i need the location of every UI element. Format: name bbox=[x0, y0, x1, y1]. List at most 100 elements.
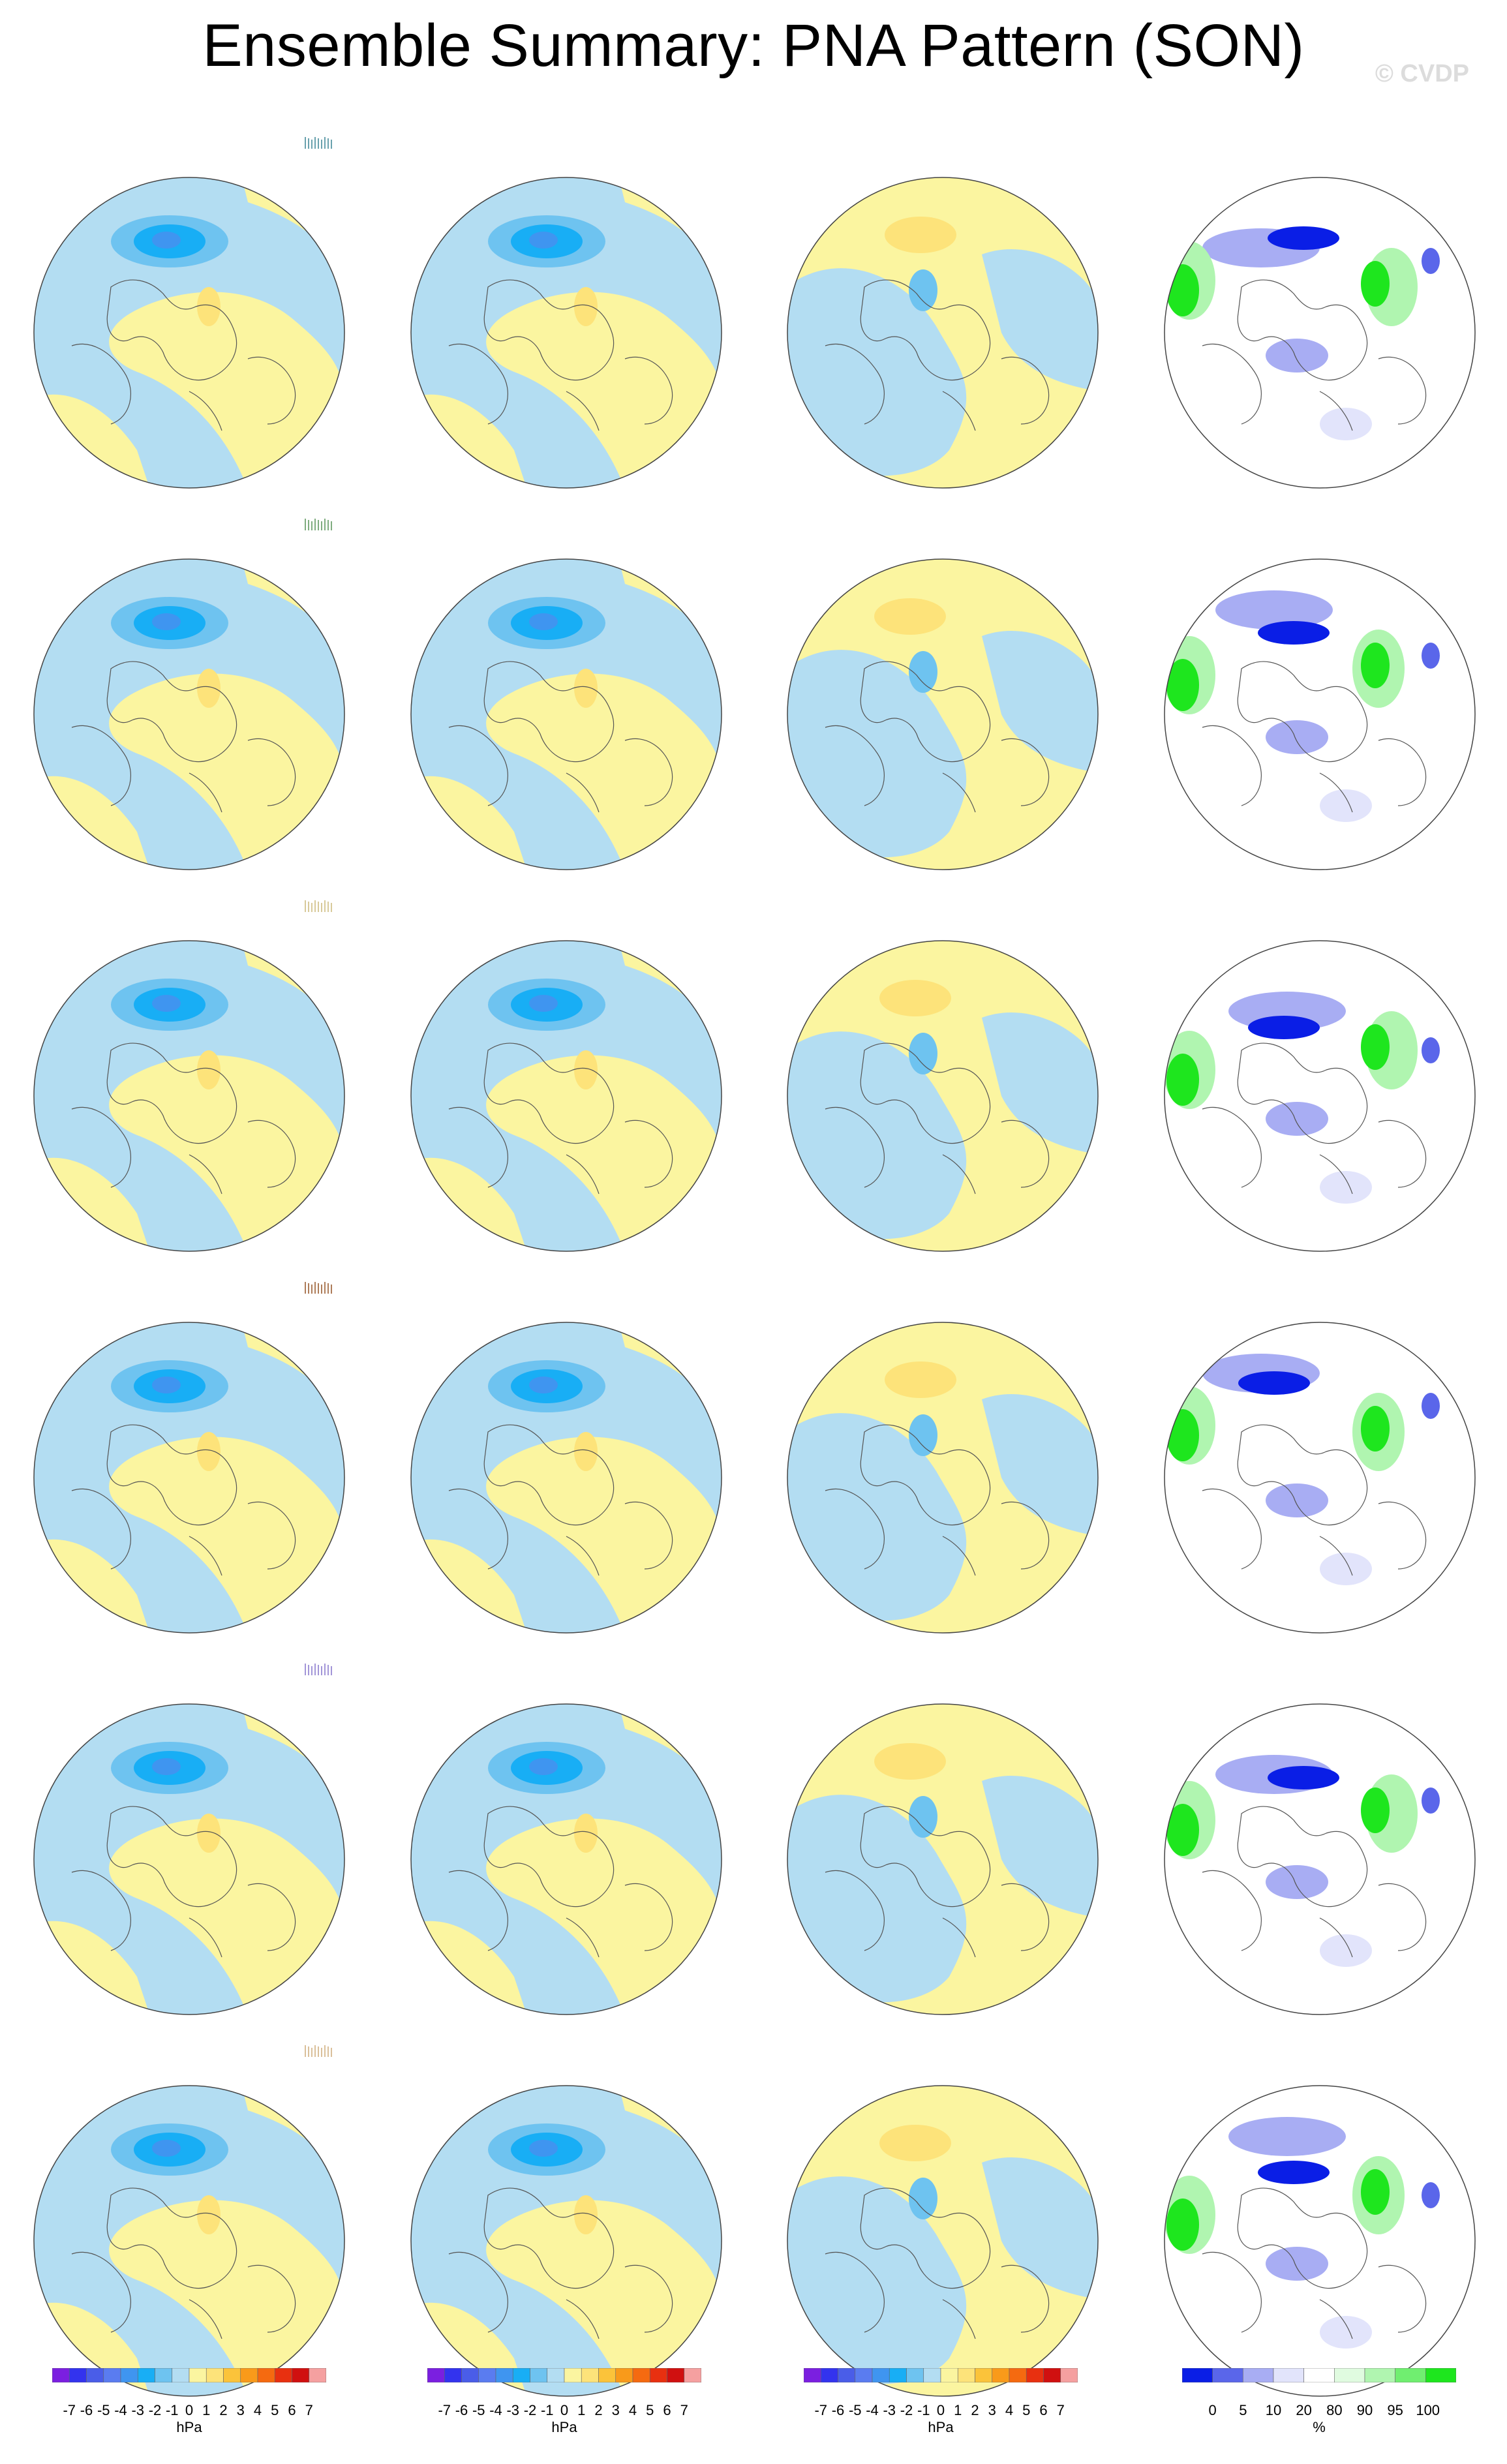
colorbar-swatch bbox=[68, 2368, 87, 2382]
colorbar-swatch bbox=[512, 2368, 530, 2382]
colorbar-swatch bbox=[172, 2368, 190, 2382]
colorbar-swatch bbox=[957, 2368, 975, 2382]
colorbar-swatch bbox=[906, 2368, 924, 2382]
colorbar-swatch bbox=[155, 2368, 173, 2382]
watermark: © CVDP bbox=[1375, 60, 1469, 87]
colorbar-tick-label: -4 bbox=[489, 2402, 502, 2418]
colorbar-tick-label: -5 bbox=[848, 2402, 862, 2418]
colorbar-swatch bbox=[804, 2368, 821, 2382]
obs-polar-map bbox=[410, 1703, 722, 2015]
colorbar-tick-label: 7 bbox=[305, 2402, 313, 2418]
colorbar-tick-label: -7 bbox=[438, 2402, 451, 2418]
colorbar-tick-label: -1 bbox=[540, 2402, 554, 2418]
colorbar-tick-label: 4 bbox=[628, 2402, 637, 2418]
colorbar-tick-label: -6 bbox=[455, 2402, 468, 2418]
colorbar-swatch bbox=[820, 2368, 838, 2382]
colorbar-swatch bbox=[530, 2368, 548, 2382]
panel-obs-row-3 bbox=[377, 887, 754, 1269]
colorbar-tick-label: 3 bbox=[988, 2402, 996, 2418]
colorbar_hpa-colorbar bbox=[427, 2368, 701, 2382]
colorbar-tick-label: -6 bbox=[80, 2402, 93, 2418]
colorbar-tick-label: -4 bbox=[866, 2402, 879, 2418]
colorbar-tick-label: 2 bbox=[219, 2402, 228, 2418]
colorbar-tick-label: 2 bbox=[971, 2402, 979, 2418]
colorbar-tick-label: -1 bbox=[165, 2402, 179, 2418]
colorbar-swatch bbox=[992, 2368, 1010, 2382]
model-polar-map bbox=[33, 177, 345, 489]
colorbar-tick-label: 5 bbox=[271, 2402, 279, 2418]
colorbar-swatch bbox=[1303, 2368, 1335, 2382]
colorbar-swatch bbox=[495, 2368, 513, 2382]
panel-obs-row-6 bbox=[377, 2032, 754, 2414]
colorbar-swatch bbox=[547, 2368, 565, 2382]
colorbar-tick-label: -5 bbox=[472, 2402, 485, 2418]
colorbar-tick-label: -6 bbox=[831, 2402, 845, 2418]
colorbar-tick-label: 80 bbox=[1326, 2402, 1343, 2418]
panel-rank-row-6 bbox=[1131, 2032, 1507, 2414]
panel-diff-row-1 bbox=[754, 124, 1130, 506]
colorbar-swatch bbox=[1060, 2368, 1078, 2382]
panel-model-row-6 bbox=[0, 2032, 376, 2414]
colorbar-swatch bbox=[940, 2368, 958, 2382]
colorbar-tick-label: 1 bbox=[202, 2402, 211, 2418]
colorbar-tick-label: -7 bbox=[63, 2402, 76, 2418]
colorbar-unit: hPa bbox=[551, 2419, 577, 2435]
colorbar-tick-label: 90 bbox=[1356, 2402, 1373, 2418]
colorbar-swatch bbox=[206, 2368, 224, 2382]
page-title: Ensemble Summary: PNA Pattern (SON) bbox=[202, 12, 1305, 79]
colorbar-swatch bbox=[975, 2368, 993, 2382]
diff-polar-map bbox=[787, 1703, 1099, 2015]
colorbar-swatch bbox=[309, 2368, 326, 2382]
colorbar-swatch bbox=[649, 2368, 667, 2382]
colorbar-swatch bbox=[274, 2368, 292, 2382]
colorbar-swatch bbox=[1026, 2368, 1044, 2382]
colorbar-swatch bbox=[615, 2368, 633, 2382]
colorbar-tick-label: 6 bbox=[1039, 2402, 1048, 2418]
model-polar-map bbox=[33, 940, 345, 1252]
colorbar-tick-label: -4 bbox=[114, 2402, 127, 2418]
diff-polar-map bbox=[787, 2085, 1099, 2397]
colorbar-tick-label: -3 bbox=[506, 2402, 520, 2418]
colorbar-tick-label: 2 bbox=[594, 2402, 603, 2418]
colorbar-tick-label: 4 bbox=[253, 2402, 262, 2418]
colorbar-swatch bbox=[923, 2368, 941, 2382]
rank-polar-map bbox=[1164, 177, 1476, 489]
colorbar-swatch bbox=[189, 2368, 207, 2382]
colorbar-tick-label: 1 bbox=[577, 2402, 586, 2418]
model-polar-map bbox=[33, 1322, 345, 1634]
colorbar-swatch bbox=[461, 2368, 480, 2382]
colorbar-tick-label: 5 bbox=[646, 2402, 654, 2418]
colorbar-tick-label: 4 bbox=[1005, 2402, 1014, 2418]
colorbar-swatch bbox=[86, 2368, 104, 2382]
colorbar-swatch bbox=[444, 2368, 462, 2382]
colorbar-swatch bbox=[52, 2368, 70, 2382]
colorbar-tick-label: -3 bbox=[883, 2402, 896, 2418]
colorbar-swatch bbox=[855, 2368, 873, 2382]
colorbar-swatch bbox=[564, 2368, 582, 2382]
colorbar-tick-label: -2 bbox=[523, 2402, 537, 2418]
panel-rank-row-1 bbox=[1131, 124, 1507, 506]
colorbar-tick-label: 0 bbox=[560, 2402, 569, 2418]
panel-model-row-5 bbox=[0, 1650, 376, 2032]
colorbar-swatch bbox=[838, 2368, 856, 2382]
panel-model-row-2 bbox=[0, 506, 376, 887]
colorbar-tick-label: -7 bbox=[814, 2402, 828, 2418]
colorbar-tick-label: -5 bbox=[97, 2402, 110, 2418]
panel-model-row-1 bbox=[0, 124, 376, 506]
colorbar-swatch bbox=[684, 2368, 701, 2382]
colorbar-tick-label: 0 bbox=[1208, 2402, 1217, 2418]
panel-diff-row-3 bbox=[754, 887, 1130, 1269]
colorbar-tick-label: -1 bbox=[917, 2402, 930, 2418]
colorbar-swatch bbox=[581, 2368, 599, 2382]
colorbar-swatch bbox=[1182, 2368, 1213, 2382]
panel-model-row-4 bbox=[0, 1269, 376, 1650]
colorbar-unit: % bbox=[1313, 2419, 1326, 2435]
colorbar-tick-label: 100 bbox=[1416, 2402, 1440, 2418]
diff-polar-map bbox=[787, 177, 1099, 489]
colorbar-swatch bbox=[1395, 2368, 1426, 2382]
panel-diff-row-2 bbox=[754, 506, 1130, 887]
colorbar-swatch bbox=[1043, 2368, 1061, 2382]
colorbar-swatch bbox=[1273, 2368, 1304, 2382]
colorbar-tick-label: -2 bbox=[148, 2402, 162, 2418]
colorbar-swatch bbox=[240, 2368, 258, 2382]
